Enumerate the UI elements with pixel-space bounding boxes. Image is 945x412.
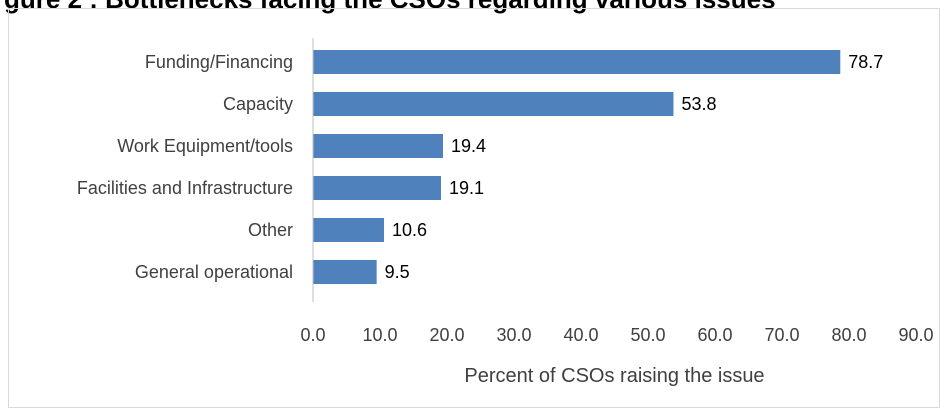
category-label-2: Work Equipment/tools xyxy=(117,136,293,156)
x-tick-label-4: 40.0 xyxy=(563,325,598,345)
data-label-3: 19.1 xyxy=(449,178,484,198)
x-tick-labels: 0.0 10.0 20.0 30.0 40.0 50.0 60.0 70.0 80.0 90.0 xyxy=(300,325,933,345)
bar-2 xyxy=(313,134,443,158)
data-labels: 78.7 53.8 19.4 19.1 10.6 9.5 xyxy=(385,52,884,282)
data-label-5: 9.5 xyxy=(385,262,410,282)
category-label-5: General operational xyxy=(135,262,293,282)
data-label-0: 78.7 xyxy=(848,52,883,72)
category-label-0: Funding/Financing xyxy=(145,52,293,72)
chart-frame xyxy=(8,8,940,408)
x-tick-label-3: 30.0 xyxy=(496,325,531,345)
category-label-1: Capacity xyxy=(223,94,293,114)
bar-4 xyxy=(313,218,385,242)
x-tick-label-0: 0.0 xyxy=(300,325,325,345)
data-label-2: 19.4 xyxy=(451,136,486,156)
x-tick-label-1: 10.0 xyxy=(362,325,397,345)
data-label-4: 10.6 xyxy=(392,220,427,240)
title-clip: gure 2 : Bottlenecks facing the CSOs reg… xyxy=(0,0,945,24)
category-label-4: Other xyxy=(248,220,293,240)
data-label-1: 53.8 xyxy=(681,94,716,114)
x-tick-label-8: 80.0 xyxy=(831,325,866,345)
x-axis-title: Percent of CSOs raising the issue xyxy=(464,365,764,387)
chart-heading-partial: gure 2 : Bottlenecks facing the CSOs reg… xyxy=(4,0,776,15)
x-tick-label-7: 70.0 xyxy=(764,325,799,345)
category-label-3: Facilities and Infrastructure xyxy=(77,178,293,198)
bars-group xyxy=(313,50,841,284)
x-tick-label-5: 50.0 xyxy=(630,325,665,345)
x-tick-label-2: 20.0 xyxy=(429,325,464,345)
bar-0 xyxy=(313,50,841,74)
x-tick-label-9: 90.0 xyxy=(898,325,933,345)
bar-3 xyxy=(313,176,441,200)
category-labels: Funding/Financing Capacity Work Equipment/… xyxy=(77,52,293,282)
x-tick-label-6: 60.0 xyxy=(697,325,732,345)
bar-1 xyxy=(313,92,674,116)
bar-5 xyxy=(313,260,377,284)
